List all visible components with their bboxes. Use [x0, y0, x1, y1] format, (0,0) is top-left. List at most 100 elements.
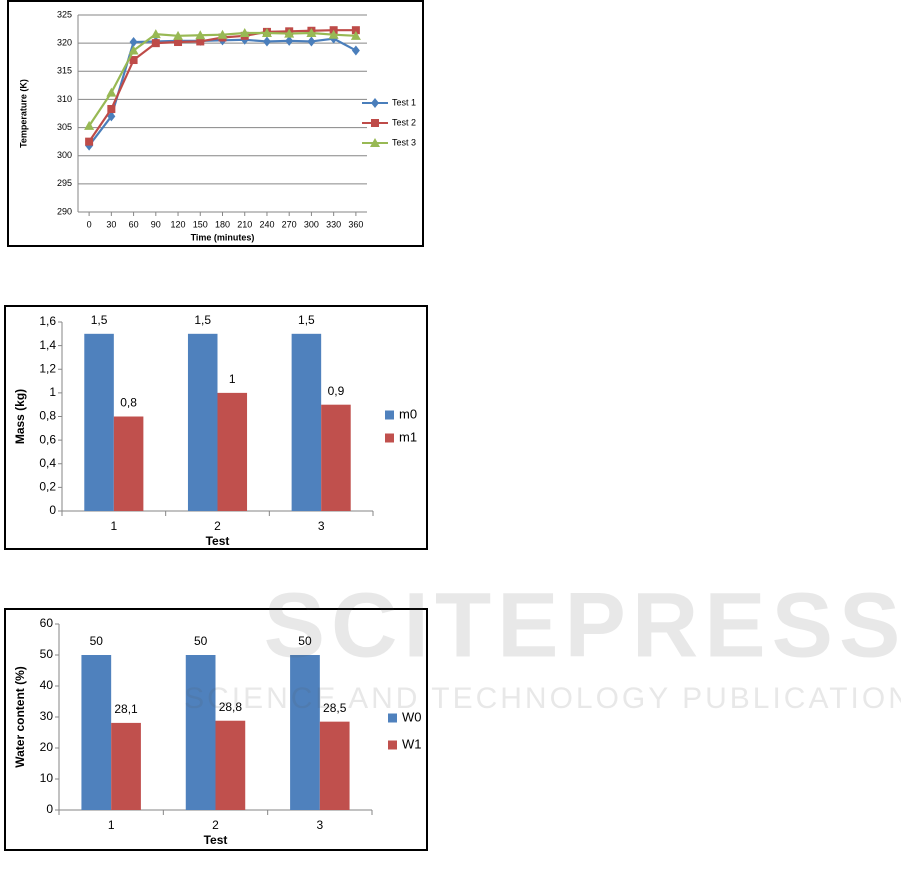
marker: [371, 119, 379, 127]
x-tick-label: 120: [171, 219, 186, 229]
x-tick-label: 360: [348, 219, 363, 229]
marker: [371, 98, 379, 108]
marker: [261, 28, 272, 38]
y-tick-label: 315: [57, 66, 72, 76]
y-tick-label: 0: [46, 802, 53, 816]
marker: [85, 137, 94, 146]
legend-label: Test 1: [392, 97, 416, 107]
x-tick-label: 1: [108, 818, 115, 832]
marker: [196, 37, 205, 46]
marker: [350, 30, 361, 40]
marker: [306, 28, 317, 38]
x-tick-label: 210: [237, 219, 252, 229]
x-tick-label: 1: [110, 519, 117, 533]
marker: [351, 45, 360, 56]
y-tick-label: 1,6: [39, 314, 56, 328]
marker: [285, 35, 294, 46]
y-tick-label: 295: [57, 178, 72, 188]
marker: [173, 30, 184, 40]
watermark-title: SCITEPRESS: [264, 574, 901, 676]
y-axis-label: Temperature (K): [18, 79, 28, 148]
legend-label: W0: [402, 709, 422, 724]
x-tick-label: 60: [129, 219, 139, 229]
value-label: 1,5: [91, 313, 108, 327]
x-tick-label: 90: [151, 219, 161, 229]
bar: [217, 392, 248, 511]
y-tick-label: 325: [57, 9, 72, 19]
x-tick-label: 150: [193, 219, 208, 229]
bar: [321, 404, 351, 511]
x-tick-label: 300: [304, 219, 319, 229]
y-tick-label: 0,2: [39, 480, 56, 494]
value-label: 0,9: [328, 384, 345, 398]
x-tick-label: 3: [316, 818, 323, 832]
x-tick-label: 270: [282, 219, 297, 229]
y-tick-label: 305: [57, 122, 72, 132]
value-label: 50: [194, 634, 208, 648]
y-tick-label: 0,6: [39, 432, 56, 446]
y-tick-label: 1: [49, 385, 56, 399]
bar: [113, 416, 144, 511]
marker: [151, 39, 160, 48]
marker: [370, 138, 380, 147]
x-tick-label: 0: [87, 219, 92, 229]
bar: [185, 655, 216, 810]
y-tick-label: 300: [57, 150, 72, 160]
value-label: 50: [90, 634, 104, 648]
legend-label: m1: [399, 429, 417, 444]
value-label: 50: [298, 634, 312, 648]
y-tick-label: 310: [57, 94, 72, 104]
bar: [215, 720, 246, 810]
watermark-subtitle: SCIENCE AND TECHNOLOGY PUBLICATIONS: [184, 682, 901, 715]
marker: [328, 29, 339, 39]
marker: [107, 104, 116, 113]
bar: [81, 655, 112, 810]
x-tick-label: 30: [106, 219, 116, 229]
y-tick-label: 0: [49, 503, 56, 517]
y-tick-label: 290: [57, 206, 72, 216]
legend-swatch: [385, 433, 394, 443]
x-tick-label: 240: [259, 219, 274, 229]
bar: [187, 333, 218, 511]
x-tick-label: 330: [326, 219, 341, 229]
value-label: 1,5: [298, 313, 315, 327]
legend-label: m0: [399, 406, 417, 421]
bar: [291, 333, 322, 511]
marker: [262, 36, 271, 47]
x-axis-label: Test: [206, 534, 230, 548]
value-label: 28,1: [114, 702, 138, 716]
value-label: 28,5: [323, 701, 347, 715]
y-axis-label: Mass (kg): [13, 389, 27, 444]
x-tick-label: 2: [214, 519, 221, 533]
bar: [111, 722, 141, 810]
legend-label: Test 3: [392, 137, 416, 147]
legend-label: Test 2: [392, 117, 416, 127]
marker: [351, 26, 360, 35]
bar: [319, 721, 350, 810]
y-tick-label: 0,8: [39, 409, 56, 423]
legend-swatch: [388, 713, 397, 723]
marker: [307, 36, 316, 47]
value-label: 0,8: [120, 396, 137, 410]
bar: [290, 655, 320, 810]
x-axis-label: Time (minutes): [191, 232, 255, 242]
marker: [128, 45, 139, 55]
legend-label: W1: [402, 736, 422, 751]
marker: [129, 37, 138, 48]
value-label: 1,5: [194, 313, 211, 327]
y-tick-label: 60: [40, 616, 54, 630]
marker: [284, 28, 295, 38]
y-tick-label: 20: [40, 740, 54, 754]
value-label: 28,8: [219, 700, 243, 714]
marker: [150, 29, 161, 39]
y-tick-label: 10: [40, 771, 54, 785]
legend-swatch: [385, 410, 394, 420]
x-tick-label: 2: [212, 818, 219, 832]
bar: [84, 333, 114, 511]
y-tick-label: 1,2: [39, 361, 56, 375]
legend-swatch: [388, 740, 397, 750]
marker: [217, 29, 228, 39]
y-tick-label: 1,4: [39, 338, 56, 352]
